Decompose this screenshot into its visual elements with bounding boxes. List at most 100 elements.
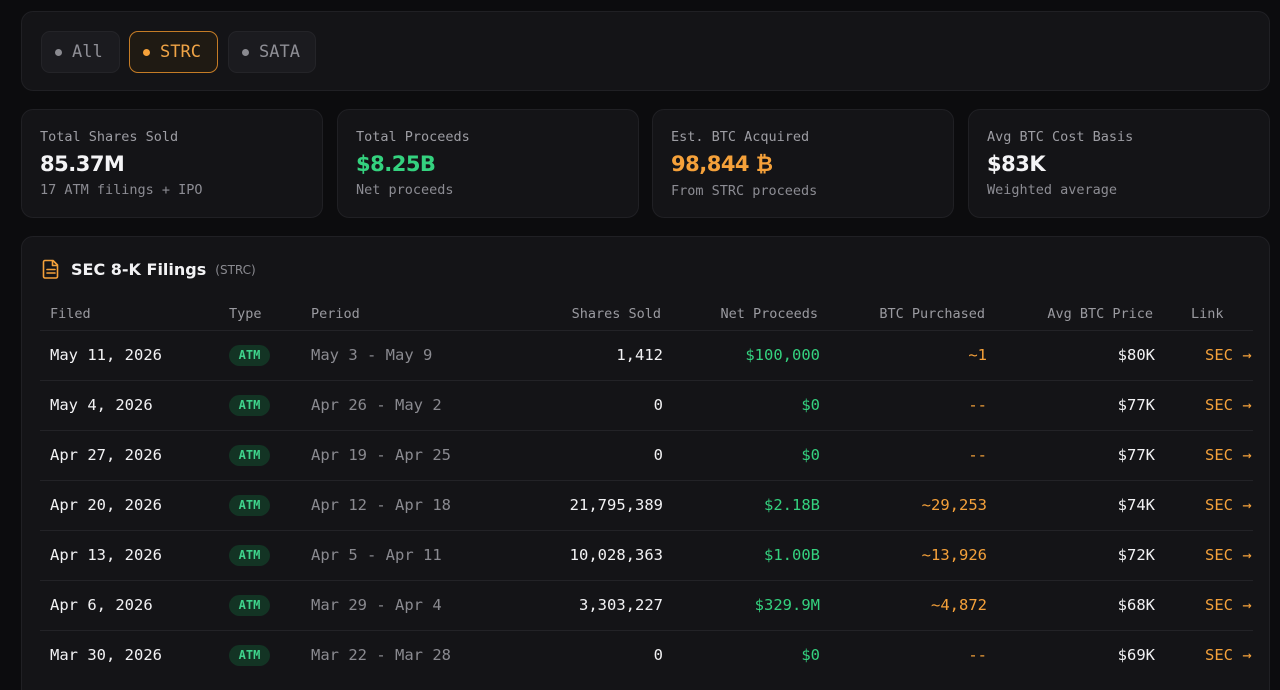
stat-card-avg-cost-basis: Avg BTC Cost Basis $83K Weighted average [968,109,1270,218]
shares-sold: 21,795,389 [569,496,663,514]
column-header-shares-sold[interactable]: Shares Sold [571,306,661,322]
type-cell: ATM [229,345,270,366]
shares-sold: 0 [653,446,663,464]
btc-purchased: -- [968,446,987,464]
stat-subtext: 17 ATM filings + IPO [40,182,203,198]
btc-purchased: ~1 [968,346,987,364]
column-header-net-proceeds[interactable]: Net Proceeds [720,306,818,322]
filter-all-button[interactable]: All [41,31,120,73]
avg-btc-price: $74K [1117,496,1155,514]
type-cell: ATM [229,545,270,566]
dot-icon [55,48,62,56]
net-proceeds: $100,000 [745,346,820,364]
filter-strc-button[interactable]: STRC [129,31,218,73]
stat-subtext: From STRC proceeds [671,183,818,199]
filings-ticker-tag: (STRC) [215,263,256,277]
filed-date: May 4, 2026 [50,396,153,414]
filter-sata-button[interactable]: SATA [228,31,316,73]
sec-link[interactable]: SEC → [1205,396,1252,414]
net-proceeds: $0 [801,446,820,464]
filed-date: May 11, 2026 [50,346,162,364]
stat-label: Avg BTC Cost Basis [987,129,1134,145]
avg-btc-price: $68K [1117,596,1155,614]
table-row: May 11, 2026 ATM May 3 - May 9 1,412 $10… [40,330,1253,380]
type-cell: ATM [229,495,270,516]
stat-card-btc-acquired: Est. BTC Acquired 98,844 ₿ From STRC pro… [652,109,954,218]
table-row: Apr 13, 2026 ATM Apr 5 - Apr 11 10,028,3… [40,530,1253,580]
atm-badge: ATM [229,545,270,566]
filings-title: SEC 8-K Filings [71,259,207,279]
avg-btc-price: $77K [1117,446,1155,464]
sec-link[interactable]: SEC → [1205,446,1252,464]
atm-badge: ATM [229,445,270,466]
sec-link[interactable]: SEC → [1205,496,1252,514]
period-range: Mar 29 - Apr 4 [311,596,442,614]
period-range: Mar 22 - Mar 28 [311,646,451,664]
sec-link[interactable]: SEC → [1205,596,1252,614]
btc-purchased: -- [968,396,987,414]
column-header-avg-btc-price[interactable]: Avg BTC Price [1047,306,1153,322]
avg-btc-price: $80K [1117,346,1155,364]
stat-card-total-shares: Total Shares Sold 85.37M 17 ATM filings … [21,109,323,218]
column-header-type[interactable]: Type [229,306,262,322]
column-header-period[interactable]: Period [311,306,360,322]
btc-purchased: ~13,926 [921,546,987,564]
type-cell: ATM [229,595,270,616]
filed-date: Apr 13, 2026 [50,546,162,564]
shares-sold: 10,028,363 [569,546,663,564]
dot-icon [143,48,150,56]
filter-label: All [72,42,103,62]
atm-badge: ATM [229,345,270,366]
column-header-link: Link [1191,306,1224,322]
atm-badge: ATM [229,645,270,666]
table-row: Apr 20, 2026 ATM Apr 12 - Apr 18 21,795,… [40,480,1253,530]
net-proceeds: $1.00B [764,546,820,564]
period-range: May 3 - May 9 [311,346,433,364]
sec-link[interactable]: SEC → [1205,346,1252,364]
table-row: Apr 6, 2026 ATM Mar 29 - Apr 4 3,303,227… [40,580,1253,630]
table-row: Mar 30, 2026 ATM Mar 22 - Mar 28 0 $0 --… [40,630,1253,680]
shares-sold: 0 [653,646,663,664]
avg-btc-price: $72K [1117,546,1155,564]
type-cell: ATM [229,445,270,466]
period-range: Apr 26 - May 2 [311,396,442,414]
atm-badge: ATM [229,395,270,416]
sec-link[interactable]: SEC → [1205,646,1252,664]
btc-purchased: ~29,253 [921,496,987,514]
stat-subtext: Weighted average [987,182,1118,198]
net-proceeds: $0 [801,396,820,414]
net-proceeds: $0 [801,646,820,664]
filter-label: SATA [259,42,300,62]
asset-filter-bar: All STRC SATA [21,11,1270,91]
avg-btc-price: $77K [1117,396,1155,414]
btc-purchased: -- [968,646,987,664]
sec-filings-card: SEC 8-K Filings (STRC) Filed Type Period… [21,236,1270,690]
stat-value: $83K [987,152,1046,176]
stat-subtext: Net proceeds [356,182,454,198]
stat-label: Total Shares Sold [40,129,179,145]
avg-btc-price: $69K [1117,646,1155,664]
net-proceeds: $329.9M [754,596,820,614]
shares-sold: 3,303,227 [579,596,663,614]
stat-label: Est. BTC Acquired [671,129,810,145]
column-header-filed[interactable]: Filed [50,306,91,322]
atm-badge: ATM [229,495,270,516]
filings-header: SEC 8-K Filings (STRC) [42,259,256,279]
net-proceeds: $2.18B [764,496,820,514]
filter-label: STRC [160,42,201,62]
period-range: Apr 12 - Apr 18 [311,496,451,514]
shares-sold: 1,412 [616,346,663,364]
btc-purchased: ~4,872 [931,596,987,614]
dot-icon [242,48,249,56]
period-range: Apr 5 - Apr 11 [311,546,442,564]
table-row: May 4, 2026 ATM Apr 26 - May 2 0 $0 -- $… [40,380,1253,430]
sec-link[interactable]: SEC → [1205,546,1252,564]
column-header-btc-purchased[interactable]: BTC Purchased [879,306,985,322]
filed-date: Mar 30, 2026 [50,646,162,664]
stat-card-total-proceeds: Total Proceeds $8.25B Net proceeds [337,109,639,218]
document-icon [42,259,59,279]
filed-date: Apr 20, 2026 [50,496,162,514]
period-range: Apr 19 - Apr 25 [311,446,451,464]
stat-label: Total Proceeds [356,129,470,145]
stat-value: 98,844 ₿ [671,152,773,176]
